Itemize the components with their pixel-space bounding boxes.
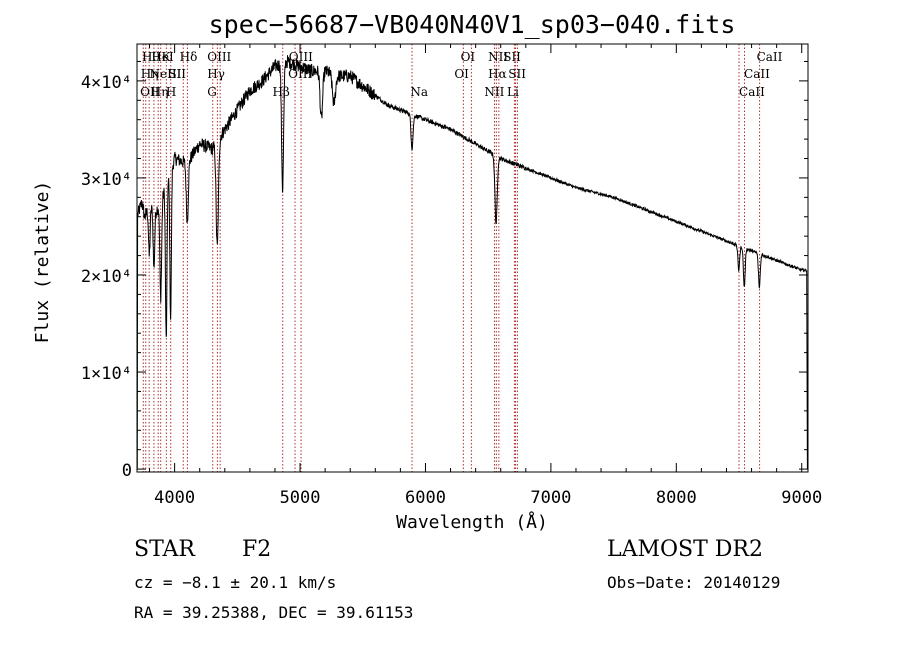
observation-date: Obs−Date: 20140129 [607,573,781,592]
y-tick-label-3: 3×10⁴ [81,170,132,190]
marker-label-4: K [161,50,171,64]
marker-label-0: Hθ [142,50,160,64]
x-tick-label-5: 9000 [781,488,822,508]
y-tick-label-0: 0 [122,461,132,481]
marker-label-24: Li [507,85,519,99]
plot-frame [136,43,809,473]
marker-label-17: OI [461,50,476,64]
marker-label-26: CaII [744,67,770,81]
y-axis-ticks: 0 1×10⁴ 2×10⁴ 3×10⁴ 4×10⁴ [81,60,808,481]
x-tick-label-0: 4000 [154,488,195,508]
marker-label-18: OI [454,67,469,81]
marker-label-6: NeIII [150,67,182,81]
y-axis-label: Flux (relative) [32,181,53,344]
line-markers [142,44,761,472]
marker-label-21: NII [484,85,504,99]
marker-label-16: Na [410,85,428,99]
marker-label-22: SII [503,50,521,64]
y-tick-label-4: 4×10⁴ [81,73,132,93]
marker-label-12: G [207,85,217,99]
x-tick-label-4: 8000 [656,488,697,508]
coordinates: RA = 39.25388, DEC = 39.61153 [134,603,414,622]
object-subclass: F2 [242,537,272,562]
x-axis-ticks: 4000 5000 6000 7000 8000 9000 [149,44,822,508]
marker-label-10: OIII [207,50,231,64]
object-class: STAR [134,537,195,562]
marker-label-8: Hη [151,85,169,99]
marker-label-3: HeI [151,50,174,64]
survey-name: LAMOST DR2 [607,537,763,562]
x-axis-label: Wavelength (Å) [396,511,548,533]
marker-label-2: OII [140,85,160,99]
x-tick-label-1: 5000 [280,488,321,508]
marker-label-7: SII [168,67,186,81]
marker-label-11: Hγ [207,67,225,81]
y-tick-label-1: 1×10⁴ [81,364,132,384]
marker-label-1: Hη [141,67,159,81]
marker-label-23: SII [508,67,526,81]
marker-label-19: NII [488,50,508,64]
redshift-info: cz = −8.1 ± 20.1 km/s [134,573,337,592]
x-tick-label-2: 6000 [405,488,446,508]
marker-label-20: Hα [488,67,507,81]
marker-label-13: OIII [289,50,313,64]
marker-label-25: CaII [757,50,783,64]
y-tick-label-2: 2×10⁴ [81,267,132,287]
marker-label-9: H [166,85,176,99]
x-tick-label-3: 7000 [530,488,571,508]
spectrum-series [136,55,808,470]
chart-title: spec−56687−VB040N40V1_sp03−040.fits [209,10,736,39]
marker-label-27: CaII [739,85,765,99]
spectrum-line [136,55,808,470]
marker-label-5: Hδ [180,50,198,64]
